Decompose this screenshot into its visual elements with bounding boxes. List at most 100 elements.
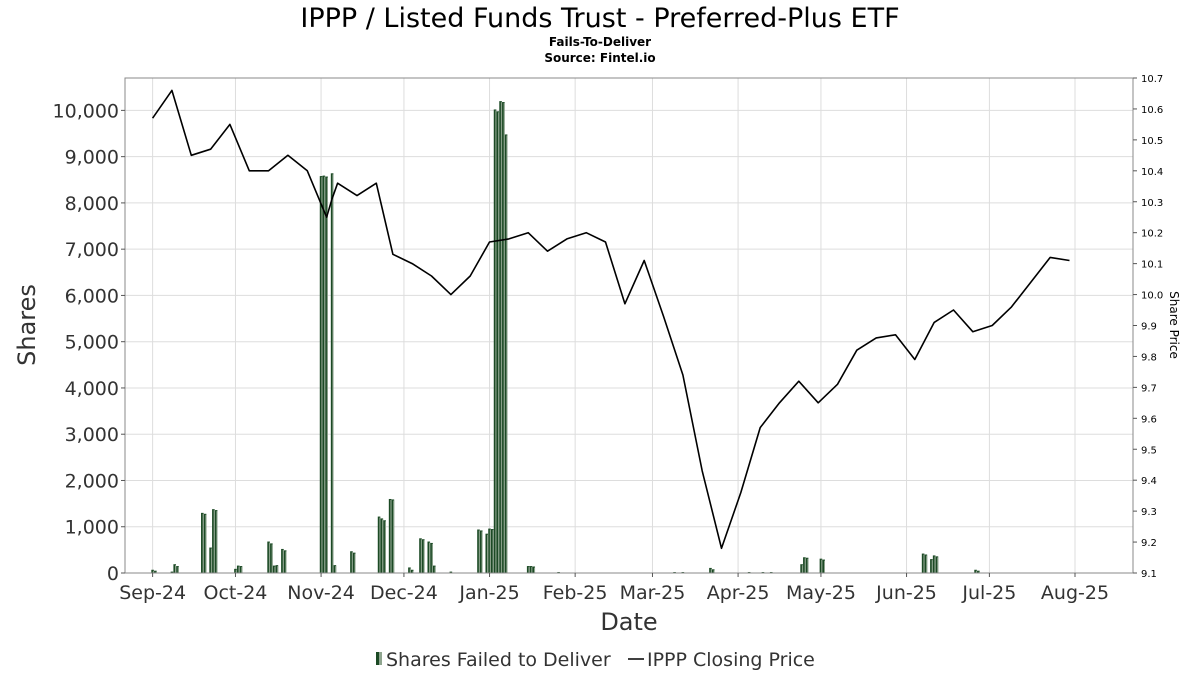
fails-bar-highlight <box>384 521 386 573</box>
right-tick-label: 10.0 <box>1141 291 1163 302</box>
fails-bar-highlight <box>409 568 411 573</box>
fails-bar-highlight <box>937 557 939 573</box>
fails-bar-highlight <box>978 571 980 573</box>
fails-bar-highlight <box>268 542 270 573</box>
fails-bar <box>493 109 497 573</box>
fails-bar-highlight <box>492 530 494 573</box>
fails-bar <box>333 565 337 573</box>
y-axis-label: Shares <box>13 284 41 366</box>
bottom-tick-label: Jan-25 <box>458 582 519 604</box>
bottom-tick-label: Jul-25 <box>961 582 1016 604</box>
right-tick-label: 9.8 <box>1141 352 1157 363</box>
plot-frame <box>124 77 1134 574</box>
fails-bar-highlight <box>412 570 414 573</box>
left-tick-label: 9,000 <box>65 147 119 169</box>
left-tick-label: 7,000 <box>65 239 119 261</box>
fails-bar <box>380 518 384 573</box>
fails-bar <box>319 176 323 573</box>
fails-bar-highlight <box>926 555 928 573</box>
fails-bar <box>410 569 414 573</box>
fails-bar-highlight <box>931 560 933 573</box>
right-tick-label: 10.5 <box>1141 136 1163 147</box>
right-tick-label: 9.5 <box>1141 445 1157 456</box>
chart-source: Source: Fintel.io <box>544 51 655 65</box>
left-tick-label: 10,000 <box>53 100 119 122</box>
price-line <box>151 89 1070 550</box>
fails-bar-highlight <box>335 566 337 573</box>
left-tick-label: 8,000 <box>65 193 119 215</box>
fails-bar-highlight <box>155 571 157 573</box>
fails-bar <box>529 566 533 573</box>
fails-bar-highlight <box>534 567 536 573</box>
legend-bar-swatch-highlight <box>379 652 382 665</box>
legend-label-fails: Shares Failed to Deliver <box>386 649 611 671</box>
fails-bar <box>430 542 433 573</box>
fails-bar <box>151 569 154 573</box>
left-tick-label: 2,000 <box>65 470 119 492</box>
fails-bar-highlight <box>804 558 806 573</box>
fails-bar <box>322 175 326 573</box>
fails-bar-highlight <box>801 565 803 573</box>
bottom-tick-label: Apr-25 <box>707 582 770 604</box>
fails-bar <box>502 102 505 573</box>
fails-bar-highlight <box>326 177 328 573</box>
fails-bar-highlight <box>489 529 491 573</box>
fails-bar <box>496 111 500 573</box>
fails-bar <box>275 565 279 573</box>
right-tick-label: 9.4 <box>1141 476 1157 487</box>
fails-bar-highlight <box>351 552 353 573</box>
fails-bar <box>932 555 936 573</box>
fails-bar-highlight <box>379 517 381 573</box>
fails-bar-highlight <box>481 531 483 573</box>
fails-bar-highlight <box>332 174 334 573</box>
fails-bar-highlight <box>382 519 384 573</box>
x-axis-label: Date <box>600 608 657 636</box>
fails-bar-highlight <box>495 110 497 573</box>
fails-bar-highlight <box>500 102 502 573</box>
legend-bar-swatch <box>376 652 379 665</box>
fails-bar <box>383 520 386 573</box>
fails-bar-highlight <box>152 570 154 573</box>
fails-bar <box>711 569 715 573</box>
fails-bar-highlight <box>423 540 425 573</box>
fails-bar <box>170 571 174 573</box>
chart-subtitle: Fails-To-Deliver <box>549 35 651 49</box>
fails-bar <box>822 559 825 573</box>
fails-bar <box>974 569 977 573</box>
fails-bar <box>479 530 483 573</box>
right-tick-label: 10.4 <box>1141 167 1163 178</box>
fails-bar-highlight <box>506 135 508 573</box>
fails-bar <box>377 516 381 573</box>
fails-bar <box>270 543 273 573</box>
legend-label-price: IPPP Closing Price <box>647 649 815 671</box>
fails-bar-highlight <box>934 556 936 573</box>
bottom-tick-label: Nov-24 <box>287 582 355 604</box>
fails-bar <box>504 134 508 573</box>
fails-bar <box>234 568 237 573</box>
bottom-tick-label: Jun-25 <box>875 582 937 604</box>
bottom-tick-label: Oct-24 <box>204 582 268 604</box>
left-tick-label: 3,000 <box>65 424 119 446</box>
fails-bar-highlight <box>177 567 179 573</box>
fails-bar-highlight <box>271 544 273 573</box>
fails-bar-highlight <box>324 176 326 573</box>
right-tick-label: 9.6 <box>1141 414 1157 425</box>
fails-bar <box>154 570 157 573</box>
fails-bar-highlight <box>823 560 825 573</box>
left-tick-label: 4,000 <box>65 378 119 400</box>
right-tick-label: 10.2 <box>1141 229 1163 240</box>
fails-bar-highlight <box>975 570 977 573</box>
fails-bar <box>176 566 179 573</box>
fails-bar <box>499 101 502 573</box>
right-tick-label: 10.3 <box>1141 198 1163 209</box>
fails-bar <box>800 564 803 573</box>
fails-bar <box>921 553 925 573</box>
fails-bar-highlight <box>210 548 212 573</box>
bottom-tick-label: Mar-25 <box>620 582 686 604</box>
price-line-layer <box>151 89 1070 550</box>
left-tick-label: 1,000 <box>65 517 119 539</box>
fails-bar-highlight <box>923 554 925 573</box>
left-axis-ticks: 0 1,000 2,000 3,000 4,000 5,000 6,000 7,000 8,00… <box>53 100 125 585</box>
fails-bar-highlight <box>241 567 243 573</box>
fails-bar-highlight <box>274 566 276 573</box>
